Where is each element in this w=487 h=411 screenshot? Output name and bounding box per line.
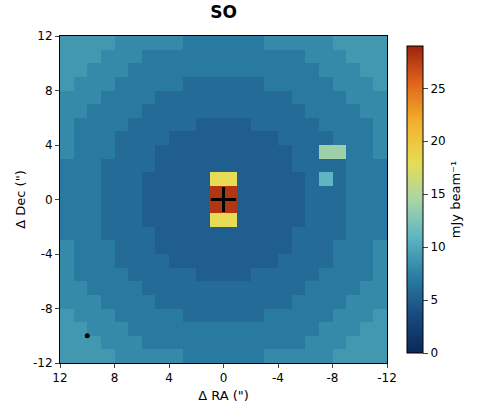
- svg-text:mJy beam⁻¹: mJy beam⁻¹: [448, 161, 463, 238]
- svg-text:5: 5: [430, 293, 438, 307]
- svg-text:8: 8: [111, 371, 119, 385]
- svg-text:0: 0: [430, 346, 438, 360]
- svg-text:25: 25: [430, 82, 445, 96]
- svg-text:-8: -8: [41, 302, 53, 316]
- svg-text:-4: -4: [41, 247, 53, 261]
- svg-text:8: 8: [45, 84, 53, 98]
- svg-text:20: 20: [430, 134, 445, 148]
- svg-text:-4: -4: [272, 371, 284, 385]
- svg-text:Δ Dec ("): Δ Dec ("): [13, 170, 28, 228]
- svg-text:-12: -12: [33, 356, 53, 370]
- svg-text:SO: SO: [210, 2, 237, 22]
- svg-text:-8: -8: [327, 371, 339, 385]
- svg-text:0: 0: [220, 371, 228, 385]
- svg-text:12: 12: [37, 29, 52, 43]
- svg-text:4: 4: [165, 371, 173, 385]
- svg-text:0: 0: [45, 193, 53, 207]
- svg-text:Δ RA ("): Δ RA ("): [198, 388, 249, 403]
- svg-text:-12: -12: [377, 371, 397, 385]
- svg-text:12: 12: [52, 371, 67, 385]
- svg-text:4: 4: [45, 138, 53, 152]
- svg-text:15: 15: [430, 187, 445, 201]
- svg-text:10: 10: [430, 240, 445, 254]
